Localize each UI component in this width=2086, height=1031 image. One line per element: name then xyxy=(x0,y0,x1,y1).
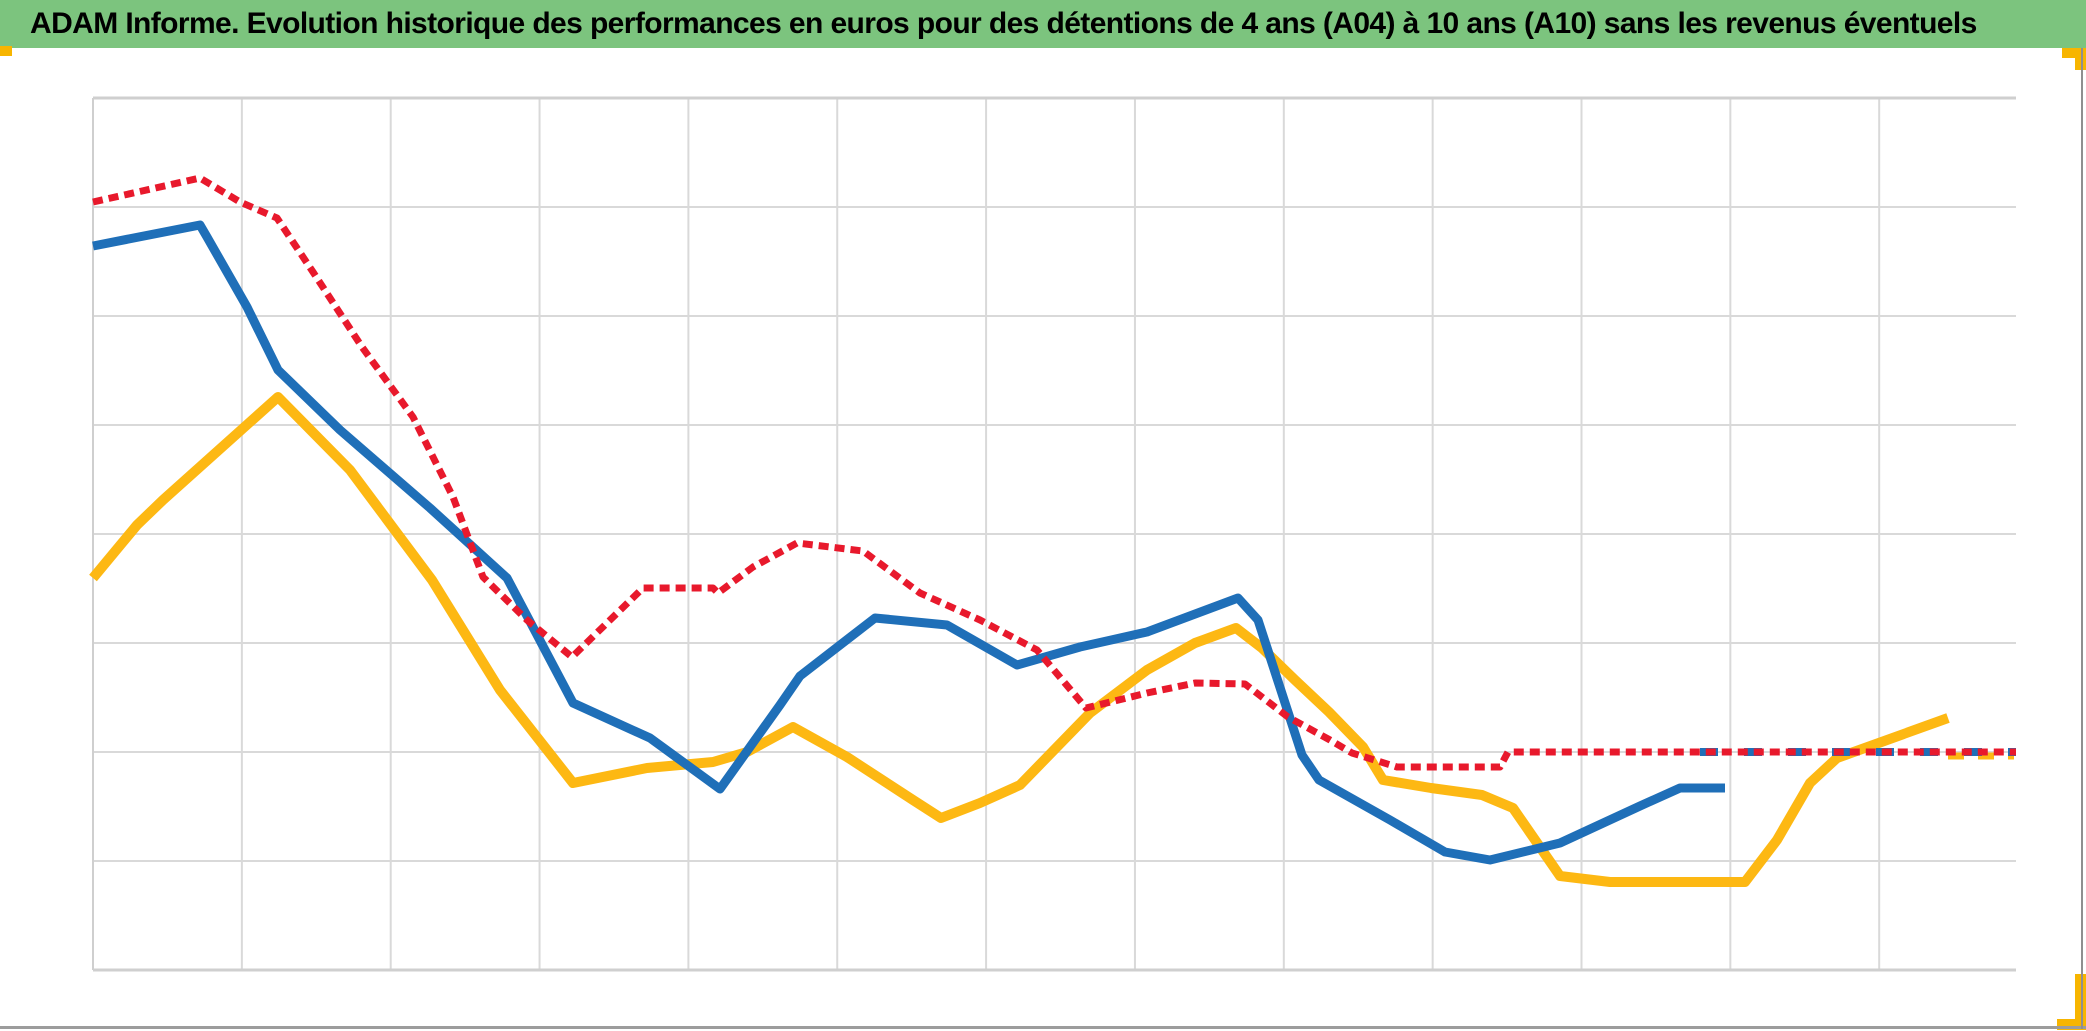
chart-title-text: ADAM Informe. Evolution historique des p… xyxy=(30,7,1977,40)
selection-handle-bottom-right-v[interactable] xyxy=(2075,974,2086,1022)
selection-handle-bottom-right-h[interactable] xyxy=(2057,1019,2086,1030)
series-yellow-A04[interactable] xyxy=(89,392,1950,887)
selection-handle-top-right-h[interactable] xyxy=(2062,48,2086,58)
gridlines xyxy=(92,96,2016,972)
chart-title-bar: ADAM Informe. Evolution historique des p… xyxy=(0,0,2086,48)
right-cell-border xyxy=(2081,48,2083,1029)
selection-handle-top-left[interactable] xyxy=(0,46,12,56)
selection-handle-top-right-v[interactable] xyxy=(2075,48,2086,70)
series-lines xyxy=(89,174,2016,887)
bottom-window-rule xyxy=(0,1026,2086,1029)
series-red-A07[interactable] xyxy=(92,174,2016,771)
series-blue-A10[interactable] xyxy=(92,220,1725,865)
